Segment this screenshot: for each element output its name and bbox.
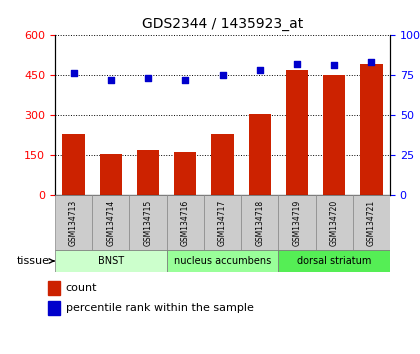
Bar (129, 195, 167, 250)
Bar (174, 152, 197, 195)
Text: percentile rank within the sample: percentile rank within the sample (66, 303, 253, 313)
Bar (167, 250, 278, 272)
Text: GSM134715: GSM134715 (144, 199, 152, 246)
Point (219, 72, 226, 78)
Point (182, 77, 189, 82)
Bar (55, 250, 167, 272)
Bar (241, 195, 278, 250)
Bar (315, 195, 353, 250)
Point (256, 67, 263, 73)
Text: GSM134714: GSM134714 (106, 199, 116, 246)
Title: GDS2344 / 1435923_at: GDS2344 / 1435923_at (142, 17, 303, 31)
Text: GSM134718: GSM134718 (255, 199, 264, 246)
Text: GSM134713: GSM134713 (69, 199, 78, 246)
Bar (204, 195, 241, 250)
Point (145, 75, 152, 81)
Bar (323, 75, 345, 195)
Text: nucleus accumbens: nucleus accumbens (174, 256, 271, 266)
Bar (92, 195, 129, 250)
Text: count: count (66, 283, 97, 293)
Bar (63, 134, 85, 195)
Text: GSM134720: GSM134720 (330, 199, 339, 246)
Bar (286, 70, 308, 195)
Bar (137, 150, 159, 195)
Bar (278, 250, 390, 272)
Text: GSM134721: GSM134721 (367, 199, 376, 246)
Point (368, 59, 375, 65)
Text: GSM134716: GSM134716 (181, 199, 190, 246)
Bar (211, 134, 234, 195)
Text: GSM134717: GSM134717 (218, 199, 227, 246)
Bar (278, 195, 315, 250)
Text: tissue: tissue (17, 256, 50, 266)
Point (108, 77, 114, 82)
Bar (360, 64, 383, 195)
Text: GSM134719: GSM134719 (292, 199, 302, 246)
Text: dorsal striatum: dorsal striatum (297, 256, 371, 266)
Bar (353, 195, 390, 250)
Text: BNST: BNST (98, 256, 124, 266)
Bar (55, 195, 92, 250)
Bar (249, 114, 271, 195)
Bar (48, 301, 60, 315)
Point (70, 70, 77, 76)
Bar (48, 281, 60, 295)
Point (331, 63, 338, 68)
Point (294, 61, 300, 67)
Bar (167, 195, 204, 250)
Bar (100, 154, 122, 195)
